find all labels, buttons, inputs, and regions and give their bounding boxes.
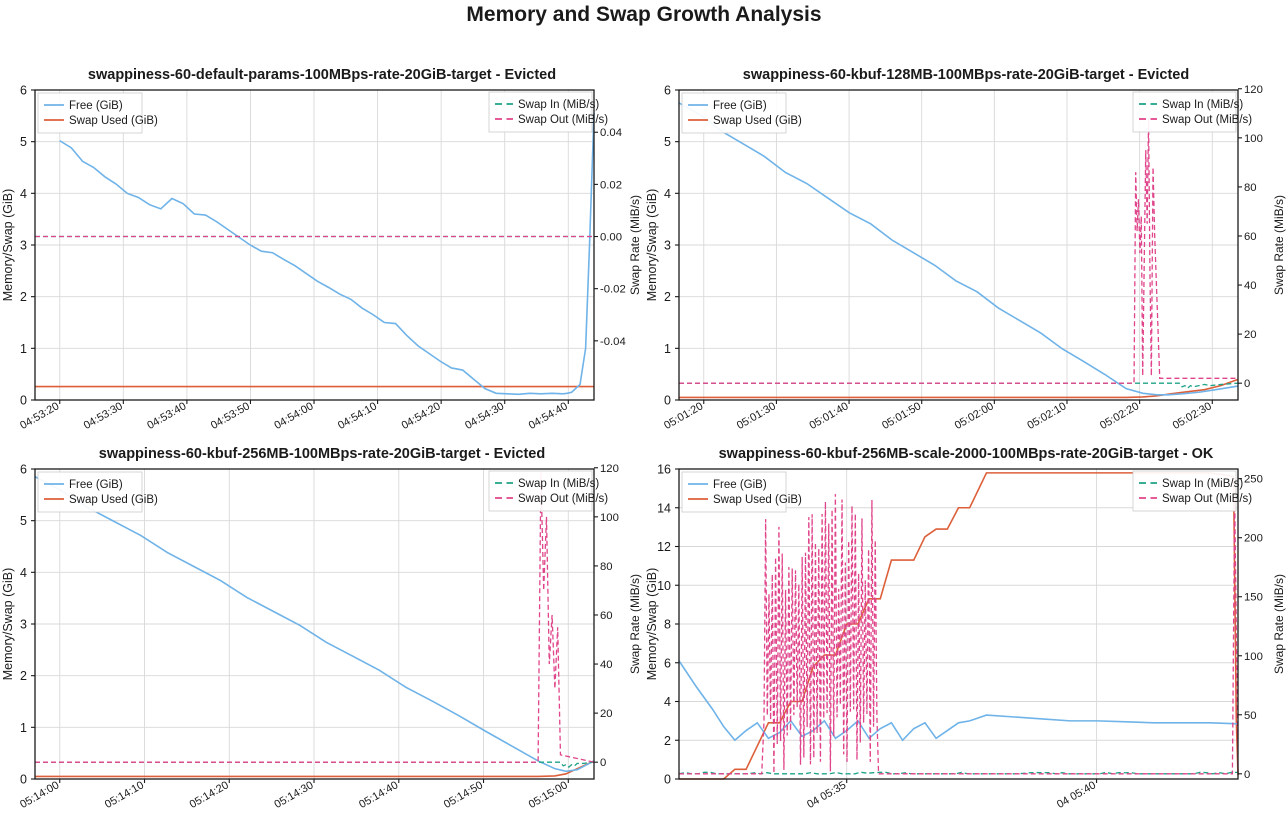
svg-text:6: 6 [664, 656, 671, 670]
svg-text:20: 20 [1244, 329, 1257, 341]
svg-text:Swap Rate (MiB/s): Swap Rate (MiB/s) [628, 574, 642, 674]
svg-text:3: 3 [664, 239, 671, 253]
svg-text:Swap Used (GiB): Swap Used (GiB) [713, 494, 802, 506]
svg-text:Swap Out (MiB/s): Swap Out (MiB/s) [518, 493, 608, 505]
svg-text:250: 250 [1244, 474, 1263, 486]
svg-text:6: 6 [20, 463, 27, 477]
svg-text:Swap In (MiB/s): Swap In (MiB/s) [1162, 478, 1243, 490]
svg-text:20: 20 [600, 708, 613, 720]
svg-text:-0.04: -0.04 [600, 336, 626, 348]
svg-text:05:14:50: 05:14:50 [442, 779, 485, 811]
svg-text:0.04: 0.04 [600, 127, 622, 139]
svg-text:Swap Out (MiB/s): Swap Out (MiB/s) [1162, 493, 1252, 505]
svg-text:10: 10 [657, 579, 671, 593]
svg-text:16: 16 [657, 463, 671, 477]
svg-text:Free (GiB): Free (GiB) [69, 100, 123, 112]
svg-text:Swap Rate (MiB/s): Swap Rate (MiB/s) [1272, 574, 1286, 674]
svg-text:4: 4 [664, 187, 671, 201]
svg-text:120: 120 [1244, 84, 1263, 96]
svg-text:swappiness-60-kbuf-256MB-100MB: swappiness-60-kbuf-256MB-100MBps-rate-20… [99, 446, 545, 462]
svg-text:5: 5 [20, 514, 27, 528]
svg-text:2: 2 [20, 290, 27, 304]
svg-text:120: 120 [600, 463, 619, 475]
svg-text:0: 0 [664, 394, 671, 408]
svg-text:0.00: 0.00 [600, 232, 622, 244]
svg-text:05:14:20: 05:14:20 [188, 779, 231, 811]
svg-text:12: 12 [657, 540, 671, 554]
svg-text:3: 3 [20, 618, 27, 632]
svg-text:Memory/Swap (GiB): Memory/Swap (GiB) [1, 568, 15, 681]
svg-text:Swap In (MiB/s): Swap In (MiB/s) [1162, 99, 1243, 111]
svg-text:0: 0 [664, 773, 671, 787]
svg-text:1: 1 [20, 721, 27, 735]
svg-text:200: 200 [1244, 533, 1263, 545]
svg-text:80: 80 [1244, 182, 1257, 194]
svg-text:40: 40 [600, 659, 613, 671]
svg-text:Swap Used (GiB): Swap Used (GiB) [69, 115, 158, 127]
svg-text:0: 0 [20, 394, 27, 408]
svg-text:Memory/Swap (GiB): Memory/Swap (GiB) [1, 189, 15, 302]
svg-text:Swap Rate (MiB/s): Swap Rate (MiB/s) [1272, 195, 1286, 295]
svg-text:6: 6 [20, 84, 27, 98]
svg-text:60: 60 [1244, 231, 1257, 243]
svg-text:5: 5 [664, 135, 671, 149]
svg-text:4: 4 [20, 187, 27, 201]
svg-text:Swap Used (GiB): Swap Used (GiB) [713, 115, 802, 127]
svg-text:0: 0 [20, 773, 27, 787]
svg-text:Free (GiB): Free (GiB) [69, 479, 123, 491]
svg-text:05:14:10: 05:14:10 [103, 779, 146, 811]
svg-text:05:15:00: 05:15:00 [527, 779, 570, 811]
svg-text:05:14:40: 05:14:40 [357, 779, 400, 811]
svg-text:5: 5 [20, 135, 27, 149]
svg-text:2: 2 [664, 734, 671, 748]
svg-text:2: 2 [20, 669, 27, 683]
svg-text:40: 40 [1244, 280, 1257, 292]
svg-text:0.02: 0.02 [600, 179, 622, 191]
svg-text:80: 80 [600, 561, 613, 573]
svg-text:100: 100 [1244, 651, 1263, 663]
svg-text:6: 6 [664, 84, 671, 98]
svg-text:Swap In (MiB/s): Swap In (MiB/s) [518, 478, 599, 490]
svg-text:1: 1 [20, 342, 27, 356]
svg-text:2: 2 [664, 290, 671, 304]
svg-text:Swap In (MiB/s): Swap In (MiB/s) [518, 99, 599, 111]
svg-text:swappiness-60-kbuf-256MB-scale: swappiness-60-kbuf-256MB-scale-2000-100M… [719, 446, 1214, 462]
svg-text:04 05:35: 04 05:35 [805, 779, 848, 811]
svg-text:0: 0 [1244, 378, 1250, 390]
svg-text:14: 14 [657, 501, 671, 515]
svg-text:-0.02: -0.02 [600, 284, 626, 296]
svg-text:60: 60 [600, 610, 613, 622]
svg-text:0: 0 [1244, 769, 1250, 781]
svg-text:swappiness-60-kbuf-128MB-100MB: swappiness-60-kbuf-128MB-100MBps-rate-20… [743, 67, 1189, 83]
svg-text:Swap Out (MiB/s): Swap Out (MiB/s) [1162, 114, 1252, 126]
svg-text:4: 4 [664, 695, 671, 709]
svg-text:05:14:30: 05:14:30 [272, 779, 315, 811]
svg-text:50: 50 [1244, 710, 1257, 722]
svg-text:Memory/Swap (GiB): Memory/Swap (GiB) [645, 568, 659, 681]
svg-text:4: 4 [20, 566, 27, 580]
svg-text:Free (GiB): Free (GiB) [713, 100, 767, 112]
svg-text:0: 0 [600, 757, 606, 769]
svg-text:150: 150 [1244, 592, 1263, 604]
svg-text:Swap Out (MiB/s): Swap Out (MiB/s) [518, 114, 608, 126]
svg-text:1: 1 [664, 342, 671, 356]
svg-text:Swap Rate (MiB/s): Swap Rate (MiB/s) [628, 195, 642, 295]
svg-text:3: 3 [20, 239, 27, 253]
svg-text:100: 100 [1244, 133, 1263, 145]
svg-text:Swap Used (GiB): Swap Used (GiB) [69, 494, 158, 506]
svg-text:100: 100 [600, 512, 619, 524]
svg-text:8: 8 [664, 618, 671, 632]
svg-text:04 05:40: 04 05:40 [1055, 779, 1098, 811]
svg-text:Free (GiB): Free (GiB) [713, 479, 767, 491]
svg-text:Memory/Swap (GiB): Memory/Swap (GiB) [645, 189, 659, 302]
svg-text:swappiness-60-default-params-1: swappiness-60-default-params-100MBps-rat… [88, 67, 556, 83]
